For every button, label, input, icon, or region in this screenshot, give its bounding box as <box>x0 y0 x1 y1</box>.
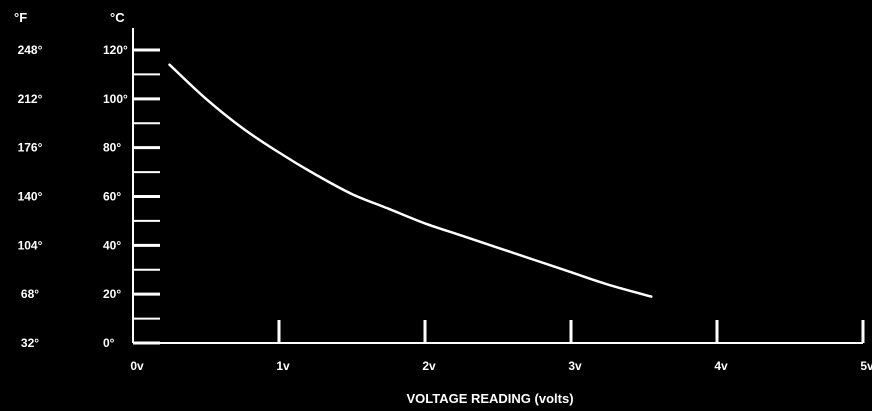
x-tick-label: 5v <box>860 359 872 373</box>
axes <box>132 28 863 344</box>
y-tick-label-celsius: 100° <box>103 92 128 106</box>
y-tick-label-celsius: 120° <box>103 43 128 57</box>
y-ticks: 0° 20° 40° 60° 80° 100° 120° 32° 68° 104° 140° 176°… <box>18 43 160 350</box>
y-tick-label-fahrenheit: 176° <box>18 141 43 155</box>
x-tick-label: 1v <box>276 359 290 373</box>
series <box>168 63 653 298</box>
y-tick-label-fahrenheit: 68° <box>21 287 39 301</box>
x-axis-label: VOLTAGE READING (volts) <box>406 391 573 406</box>
x-tick-label: 2v <box>422 359 436 373</box>
y-tick-label-fahrenheit: 248° <box>18 43 43 57</box>
x-ticks: 0v 1v 2v 3v 4v 5v <box>130 320 872 373</box>
x-tick-label: 0v <box>130 359 144 373</box>
series-line <box>168 63 653 298</box>
y-tick-label-celsius: 60° <box>103 190 121 204</box>
fahrenheit-unit-label: °F <box>14 10 27 25</box>
y-tick-label-fahrenheit: 212° <box>18 92 43 106</box>
celsius-unit-label: °C <box>110 10 125 25</box>
y-tick-label-fahrenheit: 32° <box>21 336 39 350</box>
y-tick-label-celsius: 0° <box>103 336 115 350</box>
y-tick-label-celsius: 20° <box>103 287 121 301</box>
y-tick-label-fahrenheit: 140° <box>18 190 43 204</box>
y-tick-label-celsius: 80° <box>103 141 121 155</box>
x-tick-label: 4v <box>714 359 728 373</box>
x-tick-label: 3v <box>568 359 582 373</box>
y-tick-label-celsius: 40° <box>103 238 121 252</box>
y-tick-label-fahrenheit: 104° <box>18 238 43 252</box>
